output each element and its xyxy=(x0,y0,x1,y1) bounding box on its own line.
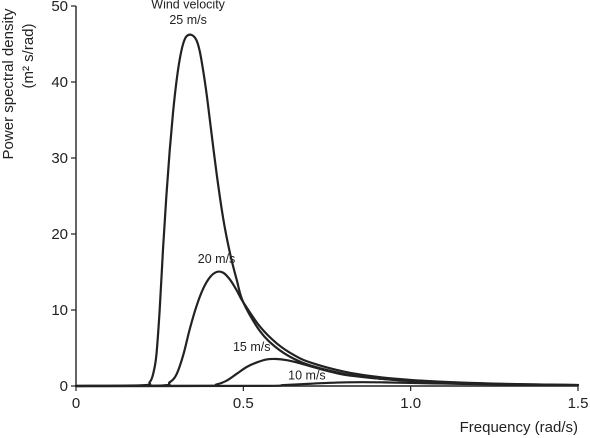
series-annotation: 25 m/s xyxy=(169,13,207,27)
series-line-25-m-s xyxy=(74,33,580,388)
axes xyxy=(75,6,578,387)
y-tick-label: 40 xyxy=(51,74,68,91)
x-tick-label: 1.0 xyxy=(400,395,421,412)
series-annotation: 10 m/s xyxy=(288,369,326,383)
series-line-20-m-s xyxy=(74,270,580,388)
series-line-10-m-s xyxy=(74,381,580,388)
x-tick-label: 1.5 xyxy=(568,395,589,412)
series-lines xyxy=(74,33,580,388)
y-axis-title-line-2: (m² s/rad) xyxy=(20,24,37,89)
series-annotation: Wind velocity xyxy=(151,0,225,11)
annotations: Wind velocity 25 m/s 20 m/s 15 m/s 10 m/s xyxy=(151,0,325,383)
y-tick-label: 0 xyxy=(60,378,68,395)
series-annotation: 15 m/s xyxy=(233,340,271,354)
y-tick-label: 10 xyxy=(51,302,68,319)
x-tick-label: 0.5 xyxy=(233,395,254,412)
y-axis-title: Power spectral density (m² s/rad) xyxy=(0,8,37,159)
x-axis-title: Frequency (rad/s) xyxy=(460,419,578,436)
y-tick-label: 50 xyxy=(51,0,68,15)
ticks: 0 0.5 1.0 1.5 0 10 20 30 40 50 xyxy=(51,0,588,412)
y-tick-label: 20 xyxy=(51,226,68,243)
y-tick-label: 30 xyxy=(51,150,68,167)
series-annotation: 20 m/s xyxy=(198,252,236,266)
y-axis-title-line-1: Power spectral density xyxy=(0,8,17,159)
x-tick-label: 0 xyxy=(72,395,80,412)
